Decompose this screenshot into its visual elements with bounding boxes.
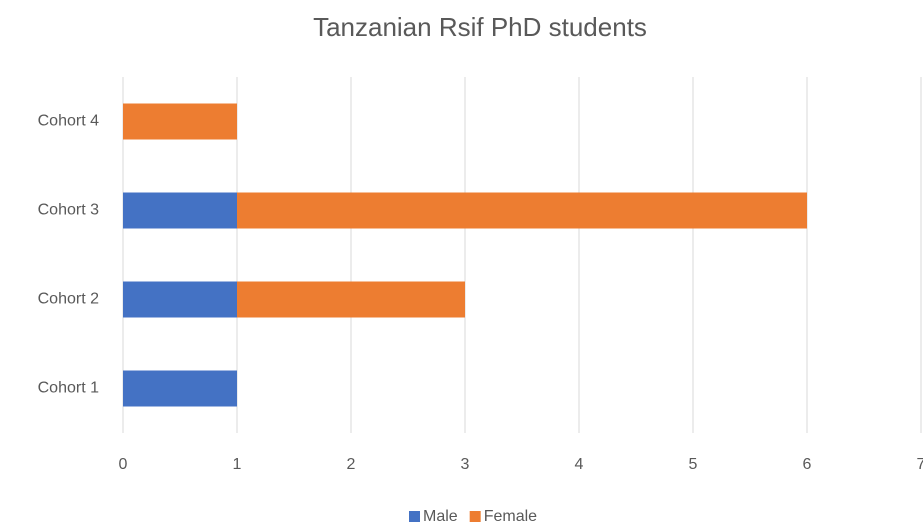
chart-title: Tanzanian Rsif PhD students	[313, 12, 647, 42]
bar-segment	[237, 192, 807, 229]
x-tick-label: 0	[119, 456, 128, 473]
legend-swatch	[469, 511, 481, 522]
bar-segment	[237, 281, 465, 318]
y-tick-label: Cohort 4	[38, 113, 99, 130]
legend-swatch	[409, 511, 420, 522]
x-tick-label: 4	[575, 456, 584, 473]
bar-segment	[123, 370, 237, 407]
bar-segment	[123, 281, 237, 318]
x-tick-label: 7	[917, 456, 923, 473]
y-tick-label: Cohort 2	[38, 291, 99, 308]
x-tick-label: 1	[233, 456, 242, 473]
bar-segment	[123, 192, 237, 229]
y-tick-label: Cohort 1	[38, 380, 99, 397]
bar-segment	[123, 103, 237, 140]
legend-label: Male	[423, 508, 458, 525]
x-tick-label: 3	[461, 456, 470, 473]
x-tick-label: 5	[689, 456, 698, 473]
x-tick-label: 2	[347, 456, 356, 473]
legend-label: Female	[484, 508, 537, 525]
x-tick-label: 6	[803, 456, 812, 473]
y-tick-label: Cohort 3	[38, 202, 99, 219]
